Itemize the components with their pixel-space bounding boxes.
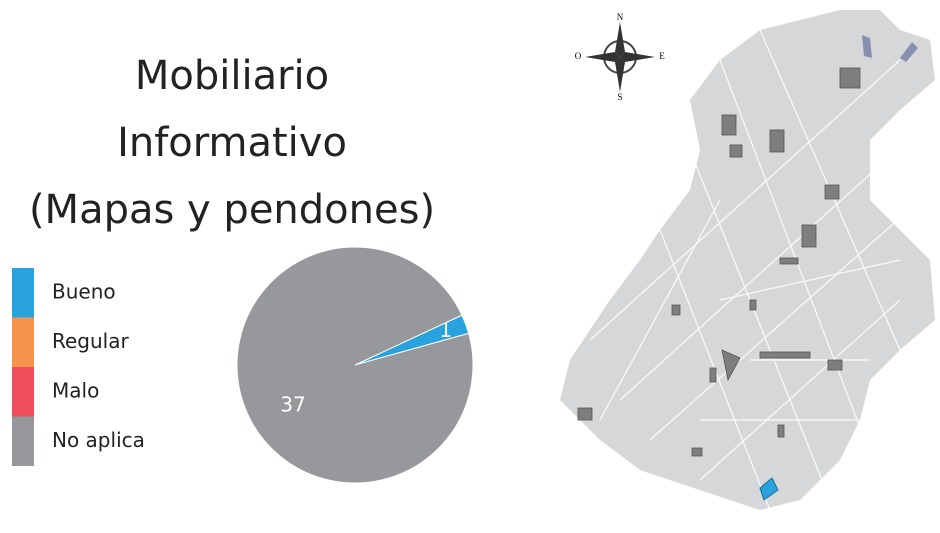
legend-swatch [12, 317, 34, 367]
map-highlights [577, 67, 861, 457]
legend-label: Bueno [52, 280, 116, 304]
compass-label: E [659, 51, 665, 61]
compass-label: S [617, 92, 622, 102]
map-area [560, 10, 935, 510]
legend-swatch [12, 416, 34, 466]
map-area [600, 300, 660, 380]
legend-label: Regular [52, 329, 129, 353]
chart-title: Informativo [117, 120, 347, 166]
map [560, 10, 935, 511]
data-label: 37 [280, 393, 305, 417]
map-streets [589, 29, 931, 511]
legend-label: Malo [52, 379, 99, 403]
chart-title: (Mapas y pendones) [29, 187, 435, 233]
chart-title: Mobiliario [135, 53, 329, 99]
compass-point [585, 52, 620, 62]
legend-swatch [12, 268, 34, 318]
compass-label: O [575, 51, 582, 61]
map-marker [900, 42, 918, 62]
compass-point [615, 57, 625, 92]
map-marker [862, 35, 872, 58]
map-bueno-location [759, 477, 779, 501]
pie-slice [236, 246, 474, 484]
legend-swatch [12, 367, 34, 417]
compass-label: N [617, 12, 624, 22]
legend-label: No aplica [52, 428, 145, 452]
compass-point [615, 22, 625, 57]
compass-point [620, 52, 655, 62]
compass: N S O E [575, 12, 666, 102]
